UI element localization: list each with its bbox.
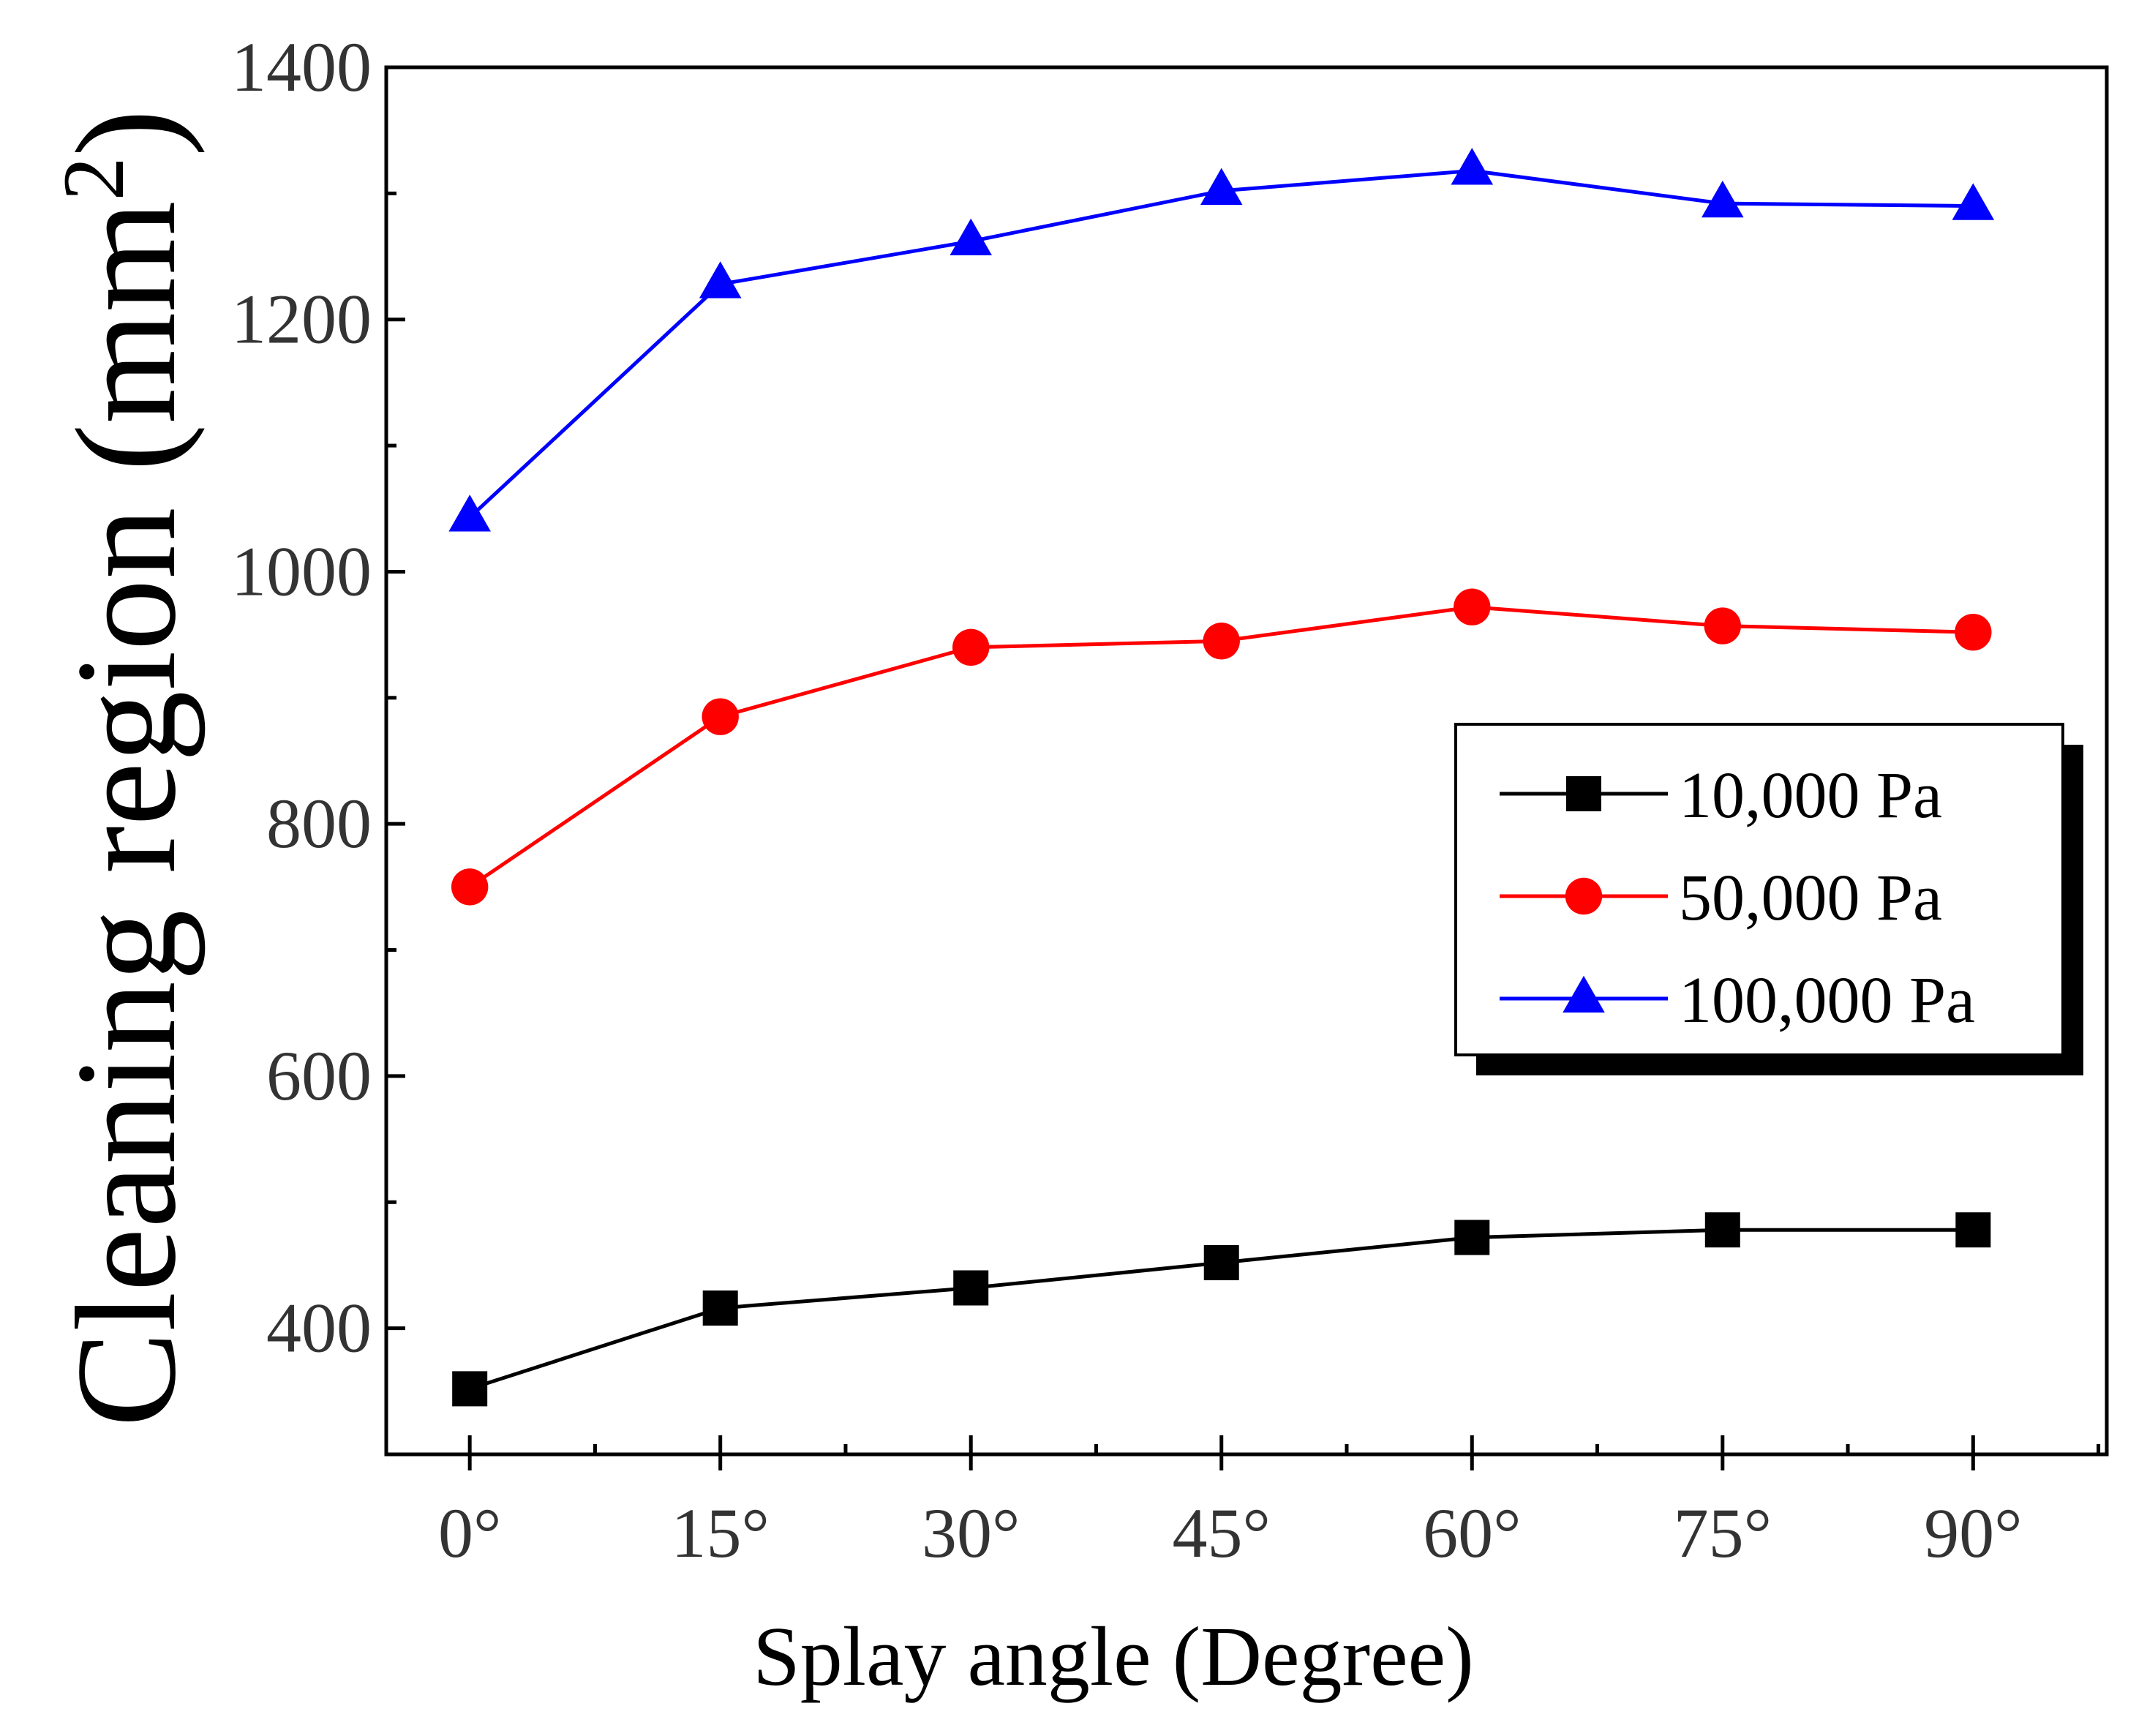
y-tick-label: 600: [266, 1037, 372, 1115]
y-tick-label: 800: [266, 784, 372, 863]
data-point-series-2: [451, 868, 489, 906]
legend-marker-3: [1563, 975, 1605, 1013]
x-tick-label: 45°: [1173, 1494, 1271, 1572]
x-tick-label: 0°: [438, 1494, 501, 1572]
data-point-series-3: [448, 495, 491, 532]
data-point-series-2: [952, 628, 990, 666]
data-point-series-1: [953, 1270, 989, 1306]
y-tick-label: 400: [266, 1289, 372, 1367]
x-tick-label: 75°: [1674, 1494, 1772, 1572]
y-axis-title-main: Cleaning region (mm: [47, 200, 206, 1427]
plot-frame: [384, 65, 2109, 1457]
x-tick-label: 15°: [672, 1494, 770, 1572]
x-tick-label: 30°: [922, 1494, 1020, 1572]
y-tick-label: 1400: [231, 28, 372, 106]
data-point-series-1: [1955, 1212, 1991, 1248]
data-point-series-1: [1454, 1220, 1490, 1255]
data-point-series-1: [1704, 1212, 1740, 1248]
data-point-series-2: [1454, 588, 1491, 625]
data-point-series-1: [702, 1290, 738, 1326]
series-line-3: [468, 168, 1974, 519]
y-tick-label: 1000: [231, 532, 372, 610]
data-point-series-3: [699, 261, 742, 298]
data-point-series-3: [950, 218, 993, 256]
plot-layer: 400 600 800 1000 1200 1400 0° 15° 30° 45° 60° 75° 90…: [231, 28, 2109, 1572]
y-axis-title-superscript: 2: [45, 157, 142, 200]
legend-marker-1: [1566, 776, 1601, 811]
legend-label-3: 100,000 Pa: [1679, 964, 1975, 1037]
data-point-series-3: [1952, 183, 1995, 220]
legend-label-1: 10,000 Pa: [1679, 759, 1942, 832]
x-tick-label: 90°: [1924, 1494, 2022, 1572]
x-tick-label: 60°: [1423, 1494, 1521, 1572]
y-tick-label: 1200: [231, 280, 372, 358]
data-point-series-2: [1203, 623, 1240, 660]
data-point-series-1: [452, 1371, 488, 1407]
y-axis-title-close: ): [47, 109, 206, 157]
data-point-series-1: [1203, 1245, 1239, 1281]
y-axis-title: Cleaning region (mm2): [45, 109, 206, 1427]
legend-marker-2: [1565, 877, 1603, 915]
data-point-series-3: [1200, 168, 1243, 206]
data-point-series-3: [1701, 180, 1744, 218]
data-point-series-2: [1955, 613, 1992, 651]
data-point-series-2: [1704, 607, 1741, 645]
data-point-series-2: [702, 698, 739, 735]
legend-label-2: 50,000 Pa: [1679, 862, 1942, 934]
x-axis-title: Splay angle (Degree): [753, 1610, 1474, 1704]
legend: 10,000 Pa 50,000 Pa 100,000 Pa: [1454, 723, 2083, 1075]
data-point-series-3: [1451, 148, 1494, 185]
